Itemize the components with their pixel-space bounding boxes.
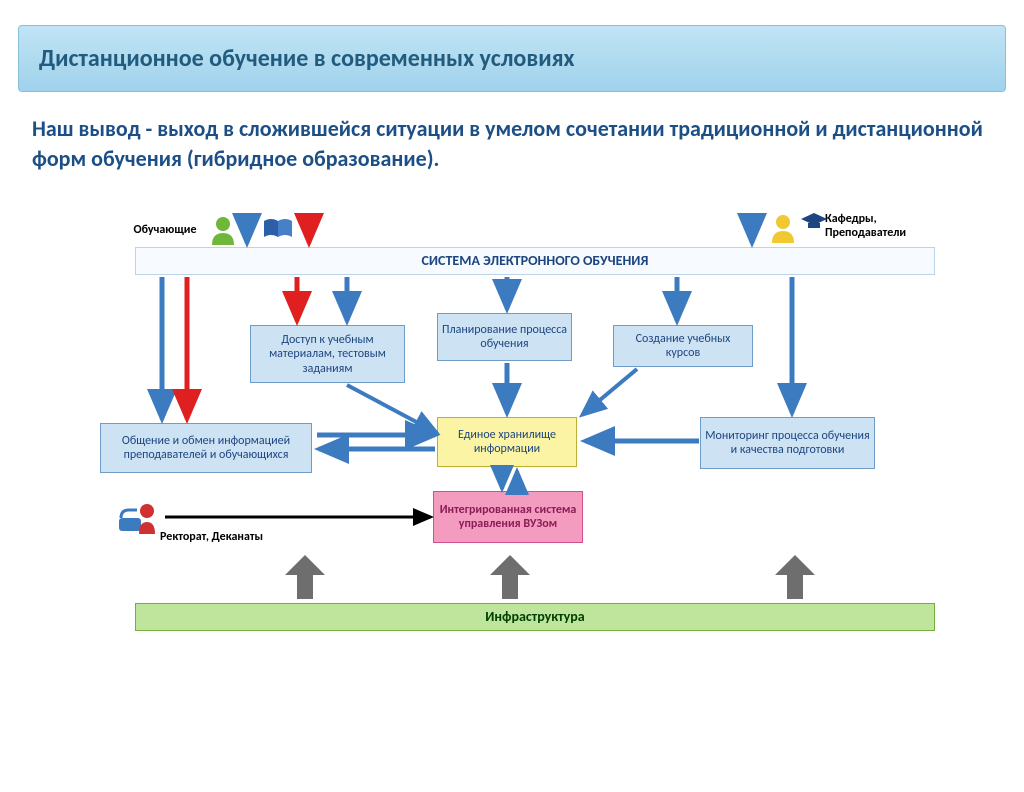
phone-icon (117, 500, 155, 539)
node-storage: Единое хранилище информации (437, 417, 577, 467)
diagram-container: Обучающие Кафедры, Преподаватели Ректора… (45, 185, 979, 655)
node-planning: Планирование процесса обучения (437, 313, 572, 361)
node-system: СИСТЕМА ЭЛЕКТРОННОГО ОБУЧЕНИЯ (135, 247, 935, 275)
grad-cap-icon (800, 211, 828, 236)
node-monitoring: Мониторинг процесса обучения и качества … (700, 417, 875, 469)
subtitle-text: Наш вывод - выход в сложившейся ситуации… (32, 114, 992, 173)
node-infrastructure: Инфраструктура (135, 603, 935, 631)
page-title: Дистанционное обучение в современных усл… (18, 25, 1006, 92)
node-creation: Создание учебных курсов (613, 325, 753, 367)
node-management: Интегрированная система управления ВУЗом (433, 491, 583, 543)
book-icon (263, 217, 293, 244)
label-learners: Обучающие (125, 223, 205, 237)
node-communication: Общение и обмен информацией преподавател… (100, 423, 312, 473)
teacher-icon (770, 213, 796, 248)
label-rectorate: Ректорат, Деканаты (160, 530, 300, 544)
node-access: Доступ к учебным материалам, тестовым за… (250, 325, 405, 383)
learner-icon (210, 215, 236, 250)
label-departments: Кафедры, Преподаватели (825, 213, 945, 241)
